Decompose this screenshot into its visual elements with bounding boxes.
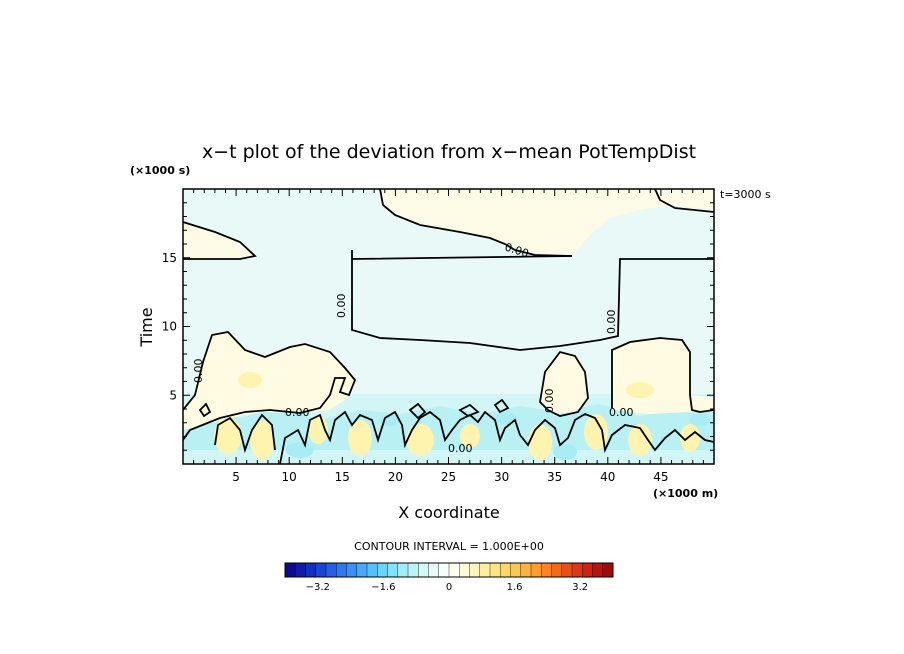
colorbar-swatch [326,563,337,577]
warm-region-mid-low [540,352,588,414]
zero-contours [183,189,714,464]
x-tick-label: 30 [494,470,509,484]
colorbar-swatch [418,563,429,577]
contour-label: 0.00 [448,442,473,455]
x-tick-label: 10 [282,470,297,484]
contour-label: 0.00 [285,406,310,419]
contour-label: 0.00 [609,406,634,419]
x-axis-ticks: 5 10 15 20 25 30 35 40 45 [193,189,704,484]
y-tick-label: 5 [169,388,177,402]
colorbar-swatch [305,563,317,577]
colorbar-swatch [387,563,399,577]
colorbar-tick-label: −3.2 [306,582,330,593]
contour-small-2 [408,402,427,420]
warm-region-left-low [183,332,355,430]
colorbar-swatch [469,563,481,577]
colorbar-swatch [397,563,409,577]
colorbar-swatch [531,563,542,577]
colorbar-swatch [510,563,522,577]
colorbar-swatch [449,563,460,577]
colorbar-swatch [356,563,368,577]
colorbar-swatch [479,563,491,577]
colorbar-frame [284,562,614,578]
colorbar-tick-label: 1.6 [507,582,523,593]
contour-middle [351,250,714,351]
colorbar-swatch [336,563,347,577]
colorbar-swatch [500,563,511,577]
contour-small-1 [198,402,212,418]
colorbar-swatch [582,563,593,577]
colorbar-swatch [520,563,532,577]
x-tick-label: 25 [441,470,456,484]
y-axis-label: Time [137,307,156,347]
colorbar-tick-label: 0 [446,582,452,593]
plot-area [183,189,714,464]
colorbar-ticks: −3.2 −1.6 0 1.6 3.2 [306,582,589,593]
colorbar-swatch [602,563,614,577]
colorbar-swatch [408,563,419,577]
colorbar-swatch [541,563,552,577]
x-tick-label: 5 [232,470,240,484]
colorbar-swatch [459,563,470,577]
colorbar-swatch [295,563,306,577]
colorbar-swatch [428,563,440,577]
colorbar-swatch [438,563,450,577]
warm-region-left-top [183,222,255,259]
contour-left-low [183,331,357,441]
contour-label: 0.00 [335,294,348,319]
x-tick-label: 45 [653,470,668,484]
colorbar-swatch [592,563,604,577]
x-axis-unit: (×1000 m) [653,487,718,500]
y-axis-ticks: 5 10 15 [162,202,714,451]
x-axis-label: X coordinate [398,503,499,522]
colorbar-tick-label: −1.6 [371,582,395,593]
y-tick-label: 15 [162,251,177,265]
colorbar-swatch [551,563,563,577]
contour-mid-low [539,350,589,417]
chart-title: x−t plot of the deviation from x−mean Po… [202,141,696,163]
contour-label: 0.00 [543,389,556,414]
y-axis-unit: (×1000 s) [130,164,190,177]
contour-label: 0.00 [605,310,618,335]
colorbar [285,563,614,577]
contour-label: 0.00 [192,359,205,384]
colorbar-swatch [572,563,583,577]
colorbar-swatch [367,563,378,577]
contour-interval-text: CONTOUR INTERVAL = 1.000E+00 [354,540,544,553]
contour-small-4 [493,398,510,414]
x-tick-label: 40 [600,470,615,484]
time-note: t=3000 s [720,188,771,201]
colorbar-swatch [561,563,573,577]
x-tick-label: 15 [335,470,350,484]
contour-surface [214,410,714,464]
x-tick-label: 20 [388,470,403,484]
contour-top [379,189,573,257]
colorbar-swatch [315,563,327,577]
colorbar-swatch [285,563,296,577]
contour-right-low [611,337,714,413]
contour-small-3 [458,403,480,418]
y-tick-label: 10 [162,320,177,334]
colorbar-tick-label: 3.2 [572,582,588,593]
cool-blobs [286,412,710,460]
contour-top-right [654,189,714,213]
colorbar-swatch [346,563,358,577]
contour-left-top [183,221,257,260]
warm-region-top [380,189,714,256]
colorbar-swatch [377,563,388,577]
x-tick-label: 35 [547,470,562,484]
colorbar-swatch [490,563,501,577]
